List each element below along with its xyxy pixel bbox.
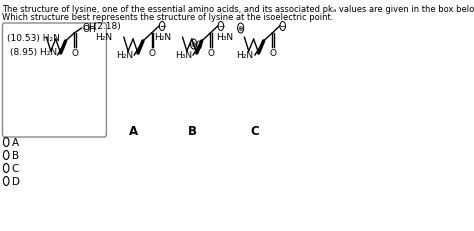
Text: Which structure best represents the structure of lysine at the isoelectric point: Which structure best represents the stru…	[2, 13, 334, 22]
Text: B: B	[188, 125, 197, 137]
Text: C: C	[250, 125, 259, 137]
Text: ⊕: ⊕	[238, 26, 244, 32]
Text: H₃N: H₃N	[216, 33, 233, 42]
Text: A: A	[129, 125, 138, 137]
Text: C: C	[12, 163, 19, 173]
Text: O: O	[208, 49, 214, 58]
Text: H₂N: H₂N	[95, 33, 113, 42]
Text: H₂N: H₂N	[237, 51, 254, 60]
Text: −: −	[280, 22, 286, 31]
Text: B: B	[12, 150, 19, 160]
Text: H₂N: H₂N	[154, 33, 172, 42]
Text: OH: OH	[83, 22, 97, 31]
Text: ⊕: ⊕	[191, 42, 197, 48]
Text: H₂N: H₂N	[116, 51, 133, 60]
Text: (2.18): (2.18)	[88, 22, 120, 31]
Text: −: −	[218, 22, 224, 31]
Text: O: O	[149, 49, 155, 58]
Text: −: −	[159, 22, 165, 31]
Text: +: +	[197, 43, 201, 48]
Text: O: O	[269, 49, 276, 58]
Text: D: D	[12, 176, 20, 186]
Text: The structure of lysine, one of the essential amino acids, and its associated pk: The structure of lysine, one of the esse…	[2, 5, 474, 14]
Text: O: O	[72, 49, 78, 58]
Text: H₃N: H₃N	[174, 51, 192, 60]
Text: OH: OH	[83, 24, 97, 33]
FancyBboxPatch shape	[2, 24, 106, 137]
Text: (8.95) H₂N: (8.95) H₂N	[10, 47, 57, 56]
Text: (10.53) H₂N: (10.53) H₂N	[8, 33, 60, 42]
Text: A: A	[12, 137, 19, 147]
